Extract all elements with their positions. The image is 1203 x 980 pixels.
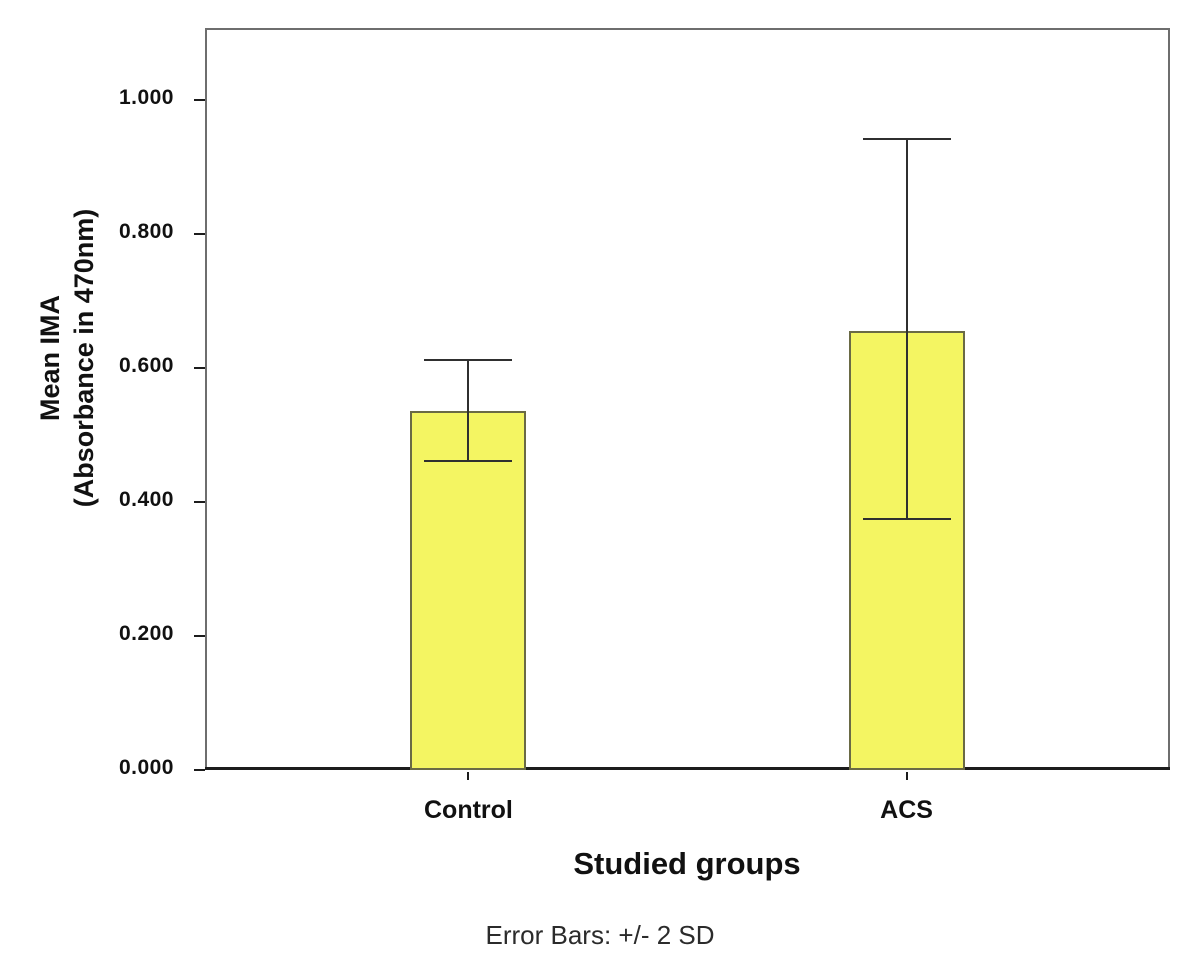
error-bar-caption: Error Bars: +/- 2 SD — [485, 920, 715, 950]
x-category-label: Control — [424, 796, 513, 824]
y-tick-mark — [194, 769, 205, 771]
x-category-label: ACS — [880, 796, 933, 824]
bar — [410, 411, 527, 770]
error-bar-cap-bottom — [424, 460, 513, 462]
error-bar-cap-bottom — [862, 518, 951, 521]
x-axis-line — [205, 767, 1170, 770]
y-tick-label: 0.800 — [118, 219, 174, 243]
error-bar-cap-top — [424, 359, 513, 362]
y-tick-label: 0.400 — [118, 487, 174, 511]
error-bar-cap-top — [862, 138, 951, 141]
y-tick-mark — [194, 634, 205, 637]
y-tick-mark — [194, 98, 205, 101]
y-tick-label: 0.200 — [118, 621, 174, 645]
y-axis-title-line1: Mean IMA — [35, 295, 65, 422]
error-bar-line — [905, 139, 908, 520]
x-tick-mark — [905, 772, 908, 780]
error-bar-line — [467, 360, 470, 461]
y-tick-label: 0.600 — [118, 353, 174, 377]
plot-area — [205, 28, 1170, 770]
y-tick-label: 1.000 — [118, 85, 174, 109]
y-tick-mark — [194, 366, 205, 369]
y-tick-label: 0.000 — [118, 756, 174, 779]
y-tick-mark — [194, 232, 205, 235]
x-axis-title: Studied groups — [573, 846, 801, 881]
x-tick-mark — [467, 772, 470, 780]
y-tick-mark — [194, 500, 205, 503]
